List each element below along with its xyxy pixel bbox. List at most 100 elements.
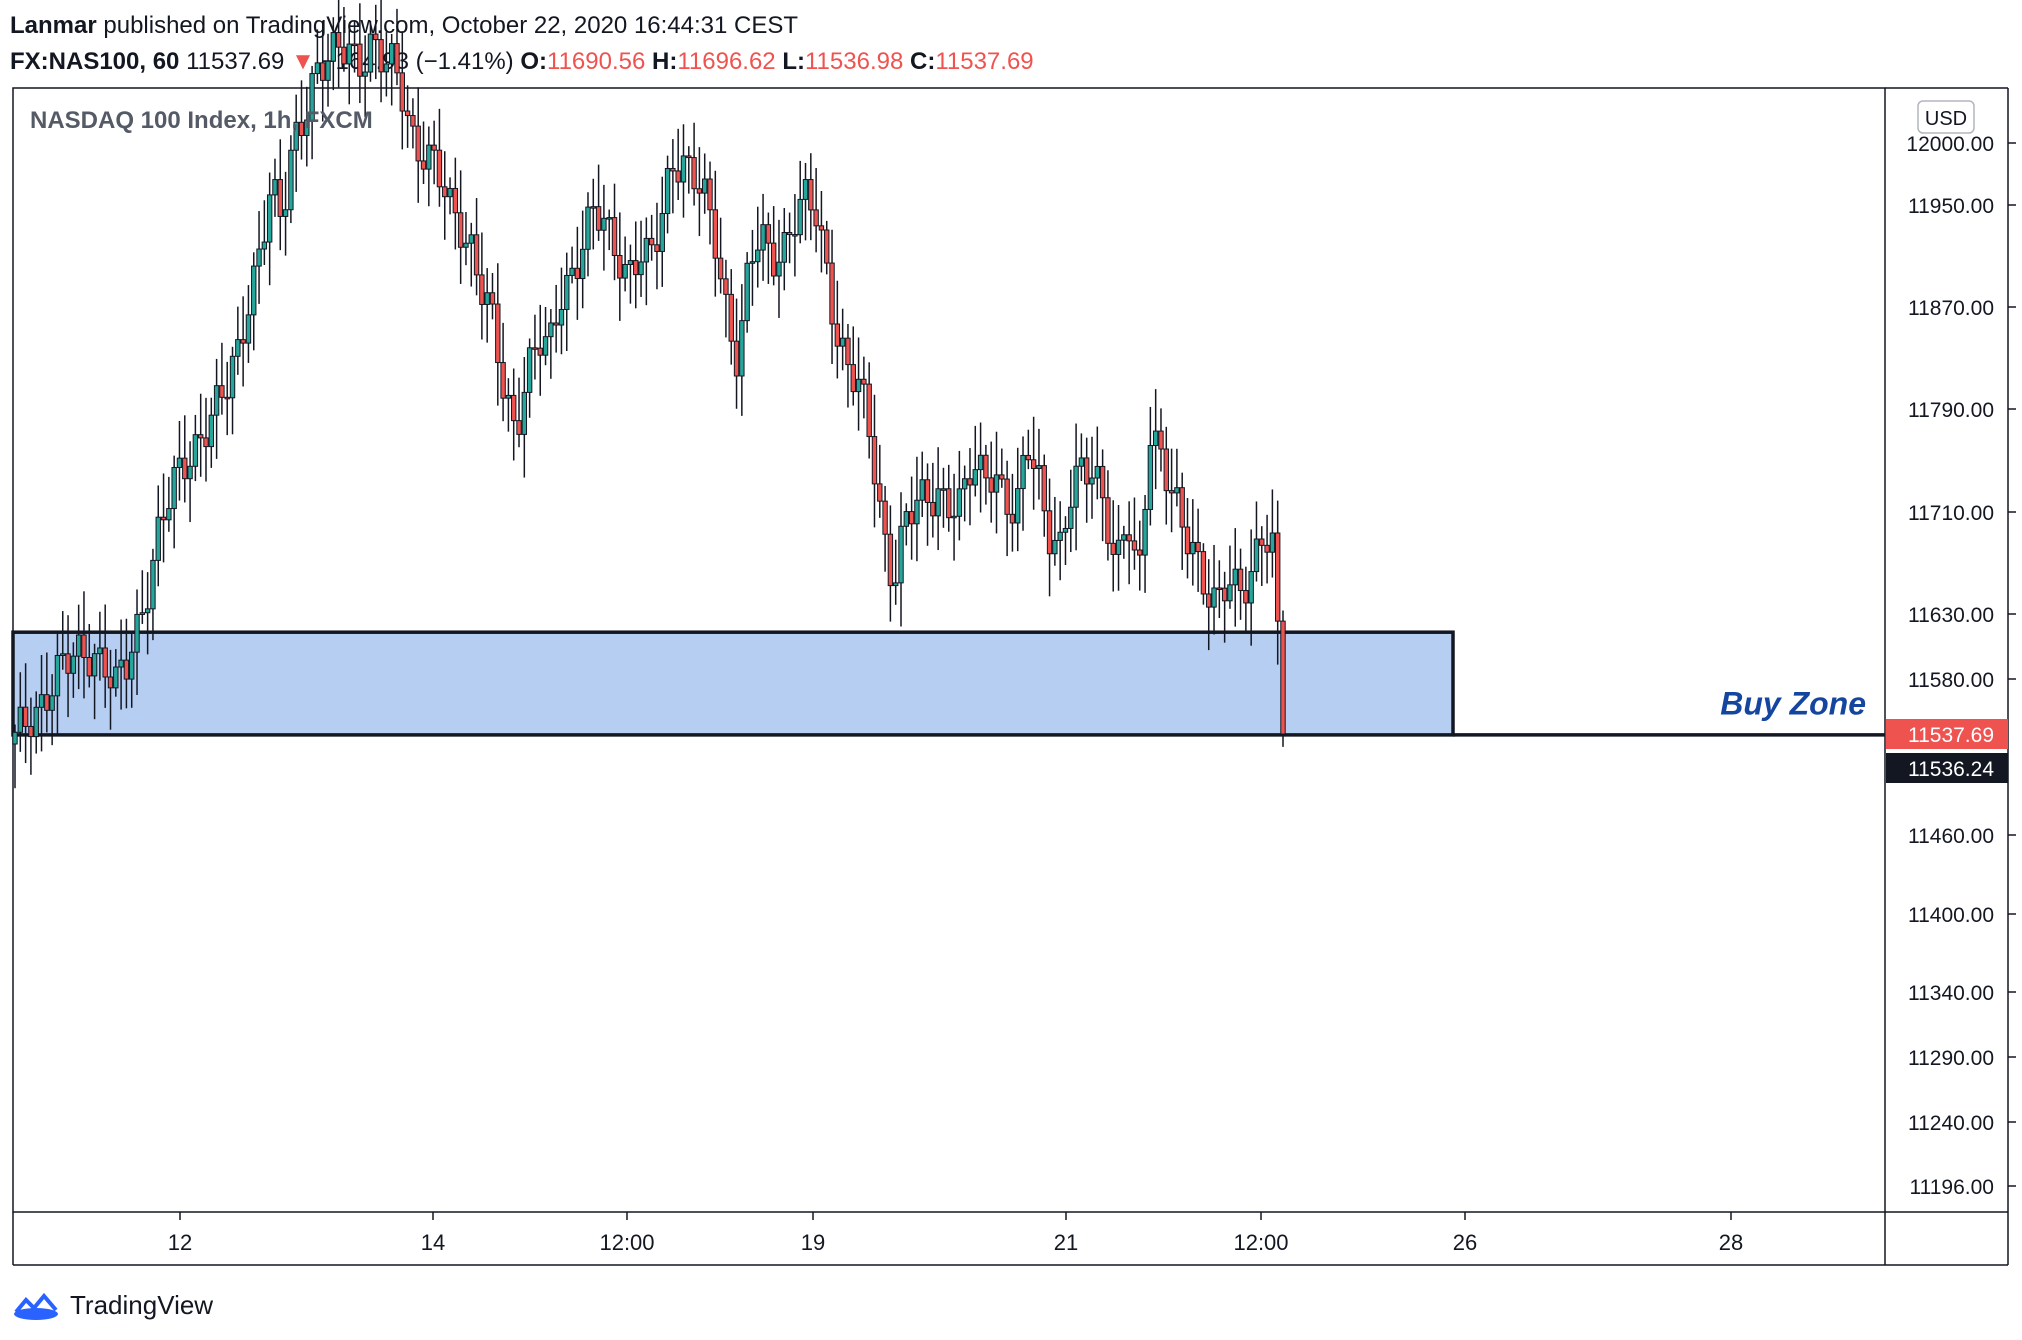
- candle: [1110, 500, 1116, 592]
- candle-body-down: [887, 533, 894, 587]
- candle: [988, 441, 994, 523]
- candle: [330, 17, 337, 91]
- candle-body-down: [1131, 540, 1138, 551]
- candle-body-up: [113, 666, 119, 689]
- candle: [1089, 436, 1095, 519]
- candle: [877, 444, 883, 518]
- author-name[interactable]: Lanmar: [10, 12, 97, 39]
- candle: [22, 663, 29, 764]
- candle: [1105, 470, 1111, 561]
- candle-body-up: [139, 612, 146, 615]
- candle-body-up: [447, 187, 453, 198]
- y-tick-label: 11400.00: [1908, 904, 1994, 927]
- last-price-tag: [1886, 719, 2008, 750]
- candle-body-up: [235, 339, 241, 357]
- candle: [1046, 478, 1053, 597]
- candle: [1073, 423, 1079, 551]
- candle-body-up: [134, 613, 140, 653]
- last-price-tag-label: 11537.69: [1908, 724, 1994, 747]
- candle: [28, 697, 34, 775]
- high-value: 11696.62: [677, 48, 776, 75]
- candle-body-down: [500, 362, 506, 399]
- publish-line: Lanmar published on TradingView.com, Oct…: [10, 8, 1034, 44]
- candle: [219, 342, 225, 415]
- buy-zone-rect: [11, 630, 1455, 737]
- candle-body-down: [335, 32, 342, 48]
- time-axis[interactable]: 12 14 12:00 19 21 12:00 26 28: [168, 1212, 1743, 1255]
- candle-body-up: [1078, 457, 1085, 467]
- candle-body-down: [415, 125, 421, 162]
- price-chart[interactable]: Buy Zone 11537.69 11536.24 NASDAQ 100 Inde…: [0, 0, 2022, 1280]
- candle-body-up: [1174, 487, 1180, 494]
- candle: [977, 422, 984, 513]
- candle: [622, 236, 628, 292]
- candle: [664, 155, 671, 234]
- last-price: 11537.69: [186, 48, 285, 75]
- candle: [850, 326, 856, 406]
- candle-body-up: [521, 391, 528, 435]
- candle: [1269, 489, 1276, 578]
- buy-zone-layer: [11, 630, 1885, 737]
- high-label: H:: [652, 48, 678, 75]
- open-label: O:: [520, 48, 547, 75]
- candle-body-up: [760, 224, 766, 251]
- candle-body-down: [203, 437, 209, 448]
- candle: [585, 192, 591, 277]
- candle: [898, 492, 904, 627]
- currency-button[interactable]: USD: [1917, 100, 1975, 134]
- candle: [908, 476, 915, 560]
- candle: [134, 589, 140, 695]
- candle-body-up: [229, 355, 236, 399]
- candle: [611, 183, 618, 281]
- candle-body-down: [1274, 532, 1281, 622]
- candle-body-down: [770, 242, 777, 277]
- candle: [166, 476, 172, 532]
- candle: [717, 217, 724, 294]
- candle: [479, 232, 485, 340]
- candle: [866, 362, 872, 459]
- candle: [394, 8, 400, 86]
- candle-body-up: [251, 265, 257, 316]
- candle: [277, 139, 283, 251]
- candle: [537, 304, 543, 396]
- candle: [346, 23, 352, 105]
- candle-body-up: [977, 454, 984, 471]
- candle-body-down: [1163, 448, 1169, 492]
- currency-label: USD: [1925, 108, 1967, 130]
- candle: [54, 631, 61, 736]
- y-tick-label: 12000.00: [1906, 133, 1994, 156]
- candle-body-down: [86, 657, 92, 677]
- candle-body-down: [1041, 465, 1047, 512]
- x-tick-label: 19: [801, 1230, 825, 1255]
- candle: [595, 164, 602, 241]
- candle: [702, 153, 708, 214]
- candle-body-up: [288, 149, 294, 211]
- candle: [707, 161, 713, 245]
- candle-body-up: [993, 474, 1000, 493]
- candle-body-down: [532, 347, 538, 350]
- candle-body-up: [1094, 465, 1101, 479]
- ohlc-line: FX:NAS100, 60 11537.69 ▼ −164.93 (−1.41%…: [10, 44, 1034, 80]
- candle: [627, 244, 634, 304]
- candle: [420, 121, 427, 184]
- brand-name: TradingView: [70, 1289, 214, 1320]
- candle: [12, 724, 18, 789]
- candle-body-up: [664, 167, 671, 215]
- candle-body-up: [781, 231, 787, 263]
- candle: [1158, 408, 1164, 472]
- candle-body-up: [505, 394, 512, 399]
- candle-body-up: [940, 488, 947, 491]
- x-tick-label: 14: [421, 1230, 445, 1255]
- candle-body-up: [150, 559, 156, 610]
- candle-body-down: [123, 659, 130, 680]
- footer-brand[interactable]: TradingView: [12, 1285, 213, 1325]
- annotation-layer: Buy Zone 11537.69 11536.24: [1720, 685, 2008, 784]
- candle: [521, 357, 528, 478]
- candle: [553, 284, 559, 353]
- candle-body-up: [1152, 430, 1159, 447]
- candle-body-down: [479, 274, 485, 305]
- candle: [972, 425, 978, 497]
- candle-body-up: [802, 179, 809, 200]
- candle: [505, 378, 512, 432]
- price-axis[interactable]: 12000.00 11950.00 11870.00 11790.00 11710.00…: [1906, 133, 2016, 1199]
